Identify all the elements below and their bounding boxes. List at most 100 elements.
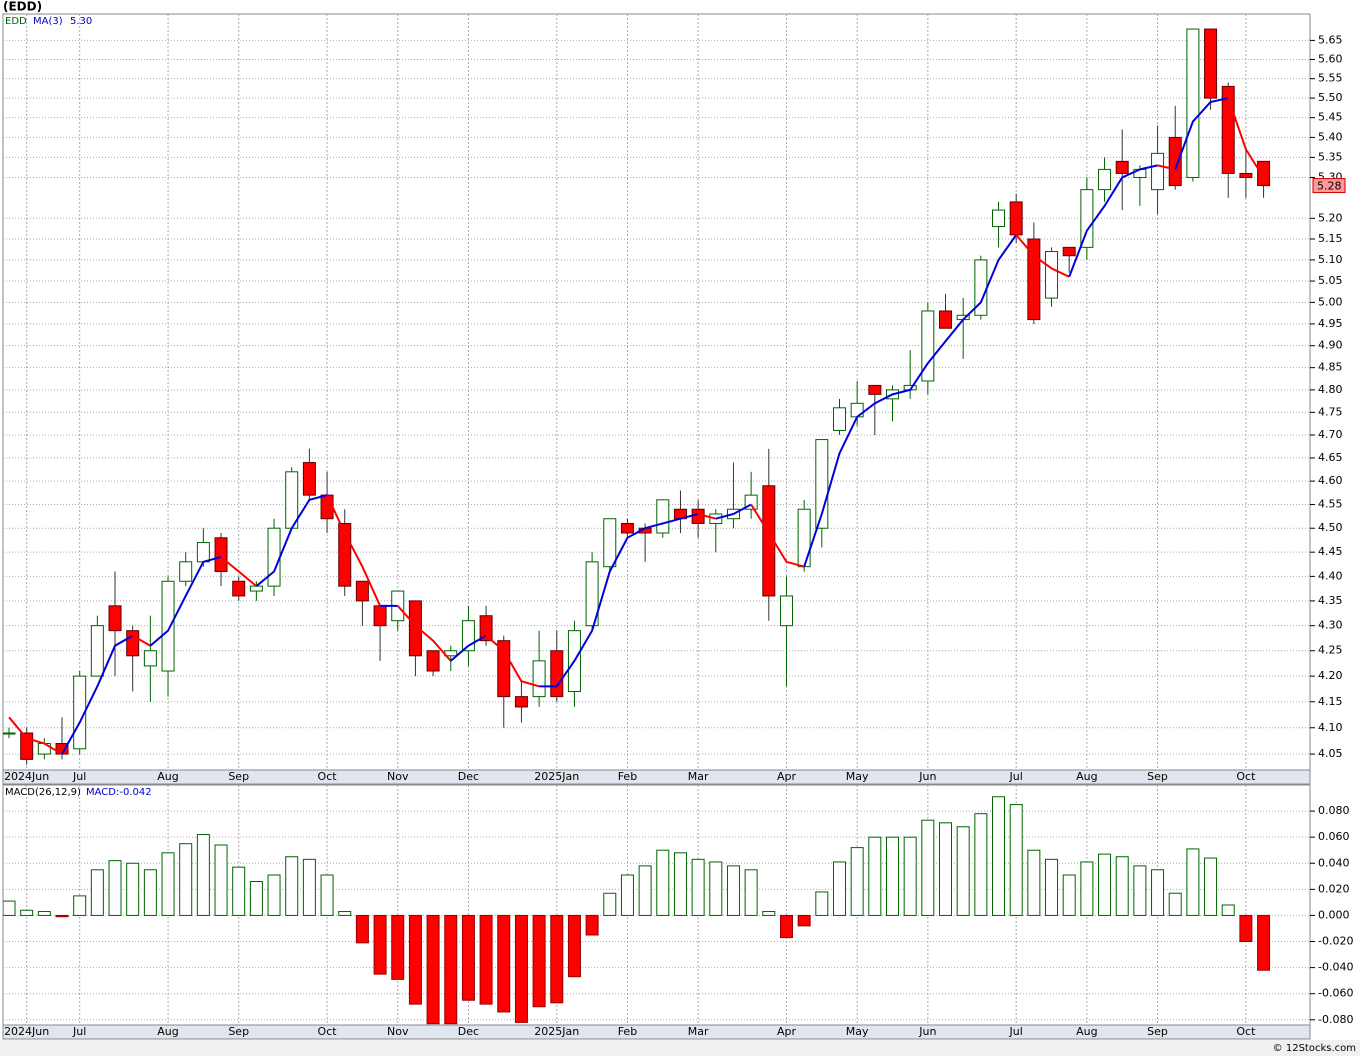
- x-tick-label: Jun: [918, 1025, 936, 1038]
- candle-body: [126, 630, 140, 657]
- macd-bar: [550, 914, 564, 1004]
- macd-bar: [179, 843, 193, 916]
- y-tick-label: -0.060: [1318, 987, 1353, 1000]
- macd-bar: [126, 862, 140, 916]
- ma-line: [715, 503, 752, 520]
- y-tick-label: -0.020: [1318, 935, 1353, 948]
- macd-bar: [762, 911, 776, 916]
- y-tick-label: 0.060: [1318, 830, 1350, 843]
- x-tick-label: 2025Jan: [534, 770, 579, 783]
- x-tick-label: 2025Jan: [534, 1025, 579, 1038]
- y-tick-label: 0.020: [1318, 882, 1350, 895]
- macd-bar: [903, 836, 917, 916]
- candle-body: [1098, 168, 1112, 191]
- candle-body: [196, 542, 210, 563]
- macd-bar: [232, 866, 246, 916]
- y-tick-label: 4.85: [1318, 361, 1343, 374]
- y-tick-label: 5.35: [1318, 150, 1343, 163]
- ma-line: [1015, 234, 1070, 278]
- x-tick-label: Oct: [1236, 770, 1256, 783]
- macd-bar: [1098, 853, 1112, 916]
- x-tick-label: Sep: [1147, 770, 1168, 783]
- candle-body: [1062, 246, 1076, 257]
- candle-body: [1045, 251, 1059, 299]
- candle-body: [1115, 160, 1129, 174]
- candle-body: [1204, 28, 1218, 99]
- macd-bar: [55, 914, 69, 918]
- macd-bar: [320, 874, 334, 916]
- ma-line: [1157, 164, 1176, 171]
- candle-body: [249, 585, 263, 592]
- y-tick-label: 5.40: [1318, 130, 1343, 143]
- y-tick-label: 4.15: [1318, 695, 1343, 708]
- y-tick-label: 5.60: [1318, 52, 1343, 65]
- x-tick-label: 2024Jun: [4, 1025, 49, 1038]
- candle-body: [373, 605, 387, 627]
- ma-line: [61, 634, 134, 755]
- macd-bar: [373, 914, 387, 975]
- legend-symbol: EDD: [5, 16, 27, 27]
- y-tick-label: 5.10: [1318, 253, 1343, 266]
- macd-bar: [709, 861, 723, 916]
- candle-body: [992, 209, 1006, 228]
- macd-bar: [426, 914, 440, 1025]
- ma-line: [220, 556, 258, 587]
- macd-bar: [249, 881, 263, 916]
- ma-line: [539, 513, 699, 688]
- candle-body: [532, 660, 546, 698]
- y-tick-label: 5.15: [1318, 232, 1343, 245]
- macd-bar: [285, 856, 299, 916]
- candle-body: [585, 561, 599, 627]
- macd-bar: [1257, 914, 1271, 971]
- macd-bar: [673, 852, 687, 916]
- y-tick-label: 4.70: [1318, 428, 1343, 441]
- ma-line: [750, 504, 805, 568]
- y-tick-label: 4.55: [1318, 498, 1343, 511]
- macd-bar: [214, 844, 228, 916]
- macd-bar: [744, 869, 758, 916]
- candle-body: [355, 580, 369, 602]
- macd-bar: [1027, 849, 1041, 916]
- candle-body: [320, 494, 334, 520]
- ma-line: [1174, 97, 1229, 170]
- ma-line: [450, 634, 487, 662]
- macd-bar: [850, 847, 864, 916]
- macd-bar: [461, 914, 475, 1001]
- macd-bar: [921, 819, 935, 916]
- y-tick-label: 0.040: [1318, 856, 1350, 869]
- macd-bar: [73, 895, 87, 916]
- ma-line: [8, 716, 63, 755]
- macd-bar: [514, 914, 528, 1023]
- candle-body: [302, 462, 316, 496]
- x-tick-label: Mar: [688, 1025, 709, 1038]
- ma-line: [1068, 164, 1158, 278]
- y-tick-label: 5.55: [1318, 72, 1343, 85]
- y-tick-label: 4.95: [1318, 317, 1343, 330]
- macd-bar: [1151, 869, 1165, 916]
- x-axis-strip: [2, 1024, 1311, 1040]
- macd-bar: [567, 914, 581, 978]
- macd-bar: [1115, 856, 1129, 916]
- y-tick-label: -0.080: [1318, 1013, 1353, 1026]
- candle-body: [143, 650, 157, 667]
- y-tick-label: 4.45: [1318, 545, 1343, 558]
- macd-bar: [1186, 848, 1200, 916]
- candle-body: [408, 600, 422, 657]
- macd-bar: [620, 874, 634, 916]
- macd-bar: [779, 914, 793, 939]
- x-tick-label: Sep: [228, 1025, 249, 1038]
- macd-bar: [815, 891, 829, 916]
- candle-body: [620, 522, 634, 534]
- ma-line: [396, 605, 452, 662]
- x-tick-label: Aug: [157, 770, 178, 783]
- x-tick-label: Jul: [1009, 1025, 1023, 1038]
- macd-bar: [886, 836, 899, 916]
- ma-line: [132, 634, 151, 647]
- y-tick-label: 4.60: [1318, 474, 1343, 487]
- x-tick-label: Apr: [777, 1025, 797, 1038]
- macd-bar: [479, 914, 493, 1005]
- candle-body: [90, 625, 104, 677]
- candle-body: [497, 640, 511, 698]
- macd-bar: [1133, 865, 1147, 916]
